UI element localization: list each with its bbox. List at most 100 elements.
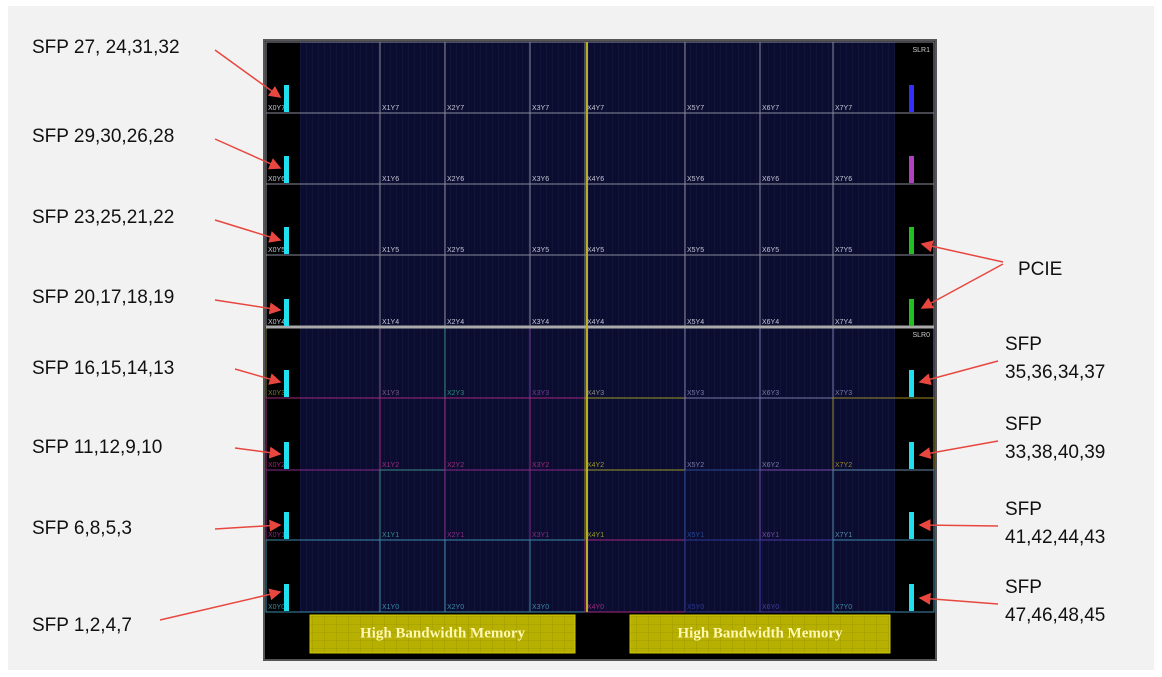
region-label: X2Y3 xyxy=(447,390,464,397)
pcie-label: PCIE xyxy=(1018,259,1062,280)
sfp-label: SFP 11,12,9,10 xyxy=(32,437,162,458)
transceiver xyxy=(284,156,289,183)
region-label: X0Y7 xyxy=(268,105,285,112)
region-label: X4Y7 xyxy=(587,105,604,112)
transceiver xyxy=(909,156,914,183)
sfp-label: SFP 20,17,18,19 xyxy=(32,287,174,308)
region-label: X1Y4 xyxy=(382,319,399,326)
region-label: X0Y2 xyxy=(268,462,285,469)
transceiver xyxy=(909,227,914,254)
region-label: X1Y3 xyxy=(382,390,399,397)
region-label: X2Y1 xyxy=(447,532,464,539)
region-label: X3Y4 xyxy=(532,319,549,326)
transceiver xyxy=(909,442,914,469)
region-label: X6Y7 xyxy=(762,105,779,112)
transceiver xyxy=(909,85,914,112)
sfp-label: 41,42,44,43 xyxy=(1005,527,1105,548)
slr-label: SLR1 xyxy=(912,47,930,54)
region-label: X3Y7 xyxy=(532,105,549,112)
sfp-label: SFP 23,25,21,22 xyxy=(32,207,174,228)
region-label: X7Y4 xyxy=(835,319,852,326)
region-label: X6Y0 xyxy=(762,604,779,611)
region-label: X0Y5 xyxy=(268,247,285,254)
region-label: X0Y4 xyxy=(268,319,285,326)
region-label: X0Y3 xyxy=(268,390,285,397)
transceiver xyxy=(909,370,914,397)
transceiver xyxy=(284,85,289,112)
region-label: X6Y1 xyxy=(762,532,779,539)
region-label: X6Y3 xyxy=(762,390,779,397)
region-label: X3Y2 xyxy=(532,462,549,469)
region-label: X1Y1 xyxy=(382,532,399,539)
region-label: X5Y0 xyxy=(687,604,704,611)
sfp-label: SFP 16,15,14,13 xyxy=(32,358,174,379)
transceiver xyxy=(909,584,914,611)
region-label: X2Y4 xyxy=(447,319,464,326)
sfp-label: SFP xyxy=(1005,499,1042,520)
sfp-label: SFP 27, 24,31,32 xyxy=(32,37,180,58)
region-label: X6Y5 xyxy=(762,247,779,254)
region-label: X4Y3 xyxy=(587,390,604,397)
region-label: X1Y5 xyxy=(382,247,399,254)
region-label: X7Y5 xyxy=(835,247,852,254)
transceiver xyxy=(284,299,289,326)
region-label: X5Y2 xyxy=(687,462,704,469)
transceiver xyxy=(909,512,914,539)
region-label: X4Y1 xyxy=(587,532,604,539)
region-label: X4Y2 xyxy=(587,462,604,469)
region-label: X6Y2 xyxy=(762,462,779,469)
region-label: X2Y7 xyxy=(447,105,464,112)
region-label: X7Y1 xyxy=(835,532,852,539)
region-label: X7Y0 xyxy=(835,604,852,611)
region-label: X2Y6 xyxy=(447,176,464,183)
hbm-label: High Bandwidth Memory xyxy=(360,625,526,641)
region-label: X1Y0 xyxy=(382,604,399,611)
region-label: X5Y6 xyxy=(687,176,704,183)
slr-label: SLR0 xyxy=(912,332,930,339)
sfp-label: 47,46,48,45 xyxy=(1005,605,1105,626)
transceiver xyxy=(284,442,289,469)
transceiver xyxy=(284,227,289,254)
region-label: X2Y5 xyxy=(447,247,464,254)
region-label: X5Y5 xyxy=(687,247,704,254)
region-label: X3Y0 xyxy=(532,604,549,611)
region-label: X5Y7 xyxy=(687,105,704,112)
sfp-label: SFP xyxy=(1005,334,1042,355)
region-label: X3Y3 xyxy=(532,390,549,397)
region-label: X5Y4 xyxy=(687,319,704,326)
region-label: X4Y0 xyxy=(587,604,604,611)
transceiver xyxy=(909,299,914,326)
sfp-label: SFP 6,8,5,3 xyxy=(32,518,132,539)
region-label: X2Y2 xyxy=(447,462,464,469)
region-label: X5Y3 xyxy=(687,390,704,397)
region-label: X6Y4 xyxy=(762,319,779,326)
region-label: X7Y3 xyxy=(835,390,852,397)
region-label: X2Y0 xyxy=(447,604,464,611)
sfp-label: SFP xyxy=(1005,414,1042,435)
sfp-label: 35,36,34,37 xyxy=(1005,362,1105,383)
region-label: X3Y5 xyxy=(532,247,549,254)
sfp-label: 33,38,40,39 xyxy=(1005,442,1105,463)
region-label: X3Y1 xyxy=(532,532,549,539)
region-label: X4Y5 xyxy=(587,247,604,254)
floorplan-diagram: X0Y7 X1Y7 X2Y7 X3Y7 X4Y7 X5Y7 X6Y7 X7Y7 X0Y6 X1Y6… xyxy=(0,0,1162,677)
region-label: X4Y4 xyxy=(587,319,604,326)
region-label: X3Y6 xyxy=(532,176,549,183)
region-label: X1Y6 xyxy=(382,176,399,183)
region-label: X1Y7 xyxy=(382,105,399,112)
region-label: X5Y1 xyxy=(687,532,704,539)
region-label: X1Y2 xyxy=(382,462,399,469)
region-label: X0Y1 xyxy=(268,532,285,539)
transceiver xyxy=(284,584,289,611)
transceiver xyxy=(284,370,289,397)
hbm-label: High Bandwidth Memory xyxy=(677,625,843,641)
arrow xyxy=(920,525,998,526)
region-label: X6Y6 xyxy=(762,176,779,183)
region-label: X7Y7 xyxy=(835,105,852,112)
region-label: X7Y2 xyxy=(835,462,852,469)
transceiver xyxy=(284,512,289,539)
region-label: X0Y6 xyxy=(268,176,285,183)
region-label: X4Y6 xyxy=(587,176,604,183)
region-label: X0Y0 xyxy=(268,604,285,611)
sfp-label: SFP 29,30,26,28 xyxy=(32,126,174,147)
